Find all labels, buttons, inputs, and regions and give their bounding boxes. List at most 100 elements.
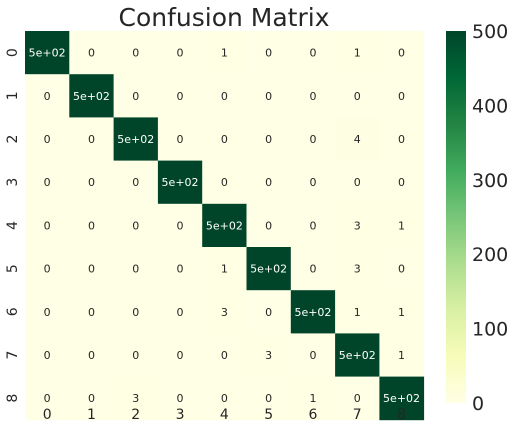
cell-label-r1-c4: 0 xyxy=(221,90,228,103)
cell-label-r1-c0: 0 xyxy=(44,90,51,103)
heatmap-cell-r4-c7 xyxy=(335,203,380,248)
heatmap-cell-r4-c6 xyxy=(290,203,336,248)
heatmap-cell-r3-c2 xyxy=(113,160,159,205)
cell-label-r4-c5: 0 xyxy=(265,219,272,232)
cell-label-r4-c0: 0 xyxy=(44,219,51,232)
cell-label-r2-c2: 5e+02 xyxy=(117,133,154,146)
cell-label-r4-c1: 0 xyxy=(88,219,95,232)
cell-label-r1-c8: 0 xyxy=(398,90,405,103)
cell-label-r8-c0: 0 xyxy=(44,392,51,405)
heatmap-cell-r8-c3 xyxy=(157,376,203,421)
cell-label-r6-c7: 1 xyxy=(354,306,361,319)
colorbar-tick-label: 400 xyxy=(472,95,508,117)
cell-label-r2-c3: 0 xyxy=(177,133,184,146)
cell-label-r5-c4: 1 xyxy=(221,263,228,276)
heatmap-cell-r8-c6 xyxy=(290,376,336,421)
cell-label-r5-c8: 0 xyxy=(398,263,405,276)
cell-label-r3-c5: 0 xyxy=(265,176,272,189)
heatmap-cell-r4-c4 xyxy=(202,203,247,248)
cell-label-r3-c8: 0 xyxy=(398,176,405,189)
cell-label-r3-c2: 0 xyxy=(132,176,139,189)
y-tick-label: 2 xyxy=(5,135,21,144)
heatmap-cell-r0-c8 xyxy=(379,31,425,75)
cell-label-r3-c3: 5e+02 xyxy=(162,176,199,189)
y-tick-label: 3 xyxy=(5,178,21,187)
cell-label-r6-c2: 0 xyxy=(132,306,139,319)
heatmap-cell-r2-c5 xyxy=(246,117,292,161)
heatmap-cell-r8-c4 xyxy=(202,376,247,421)
heatmap-cell-r7-c5 xyxy=(246,333,292,377)
heatmap-cell-r7-c1 xyxy=(69,333,114,377)
cell-label-r6-c3: 0 xyxy=(177,306,184,319)
heatmap-cell-r3-c5 xyxy=(246,160,292,205)
x-tick-label: 4 xyxy=(220,407,229,423)
heatmap-cell-r1-c4 xyxy=(202,74,247,118)
cell-label-r5-c3: 0 xyxy=(177,263,184,276)
cell-label-r5-c0: 0 xyxy=(44,263,51,276)
x-tick-label: 5 xyxy=(264,407,273,423)
cell-label-r8-c8: 5e+02 xyxy=(383,392,420,405)
heatmap-cell-r2-c7 xyxy=(335,117,380,161)
heatmap-cell-r7-c3 xyxy=(157,333,203,377)
heatmap-cell-r1-c2 xyxy=(113,74,159,118)
cell-label-r2-c4: 0 xyxy=(221,133,228,146)
heatmap-cell-r0-c1 xyxy=(69,31,114,75)
heatmap-cell-r0-c0 xyxy=(25,31,70,75)
cell-label-r4-c8: 1 xyxy=(398,219,405,232)
heatmap-cell-r8-c1 xyxy=(69,376,114,421)
x-tick-label: 6 xyxy=(308,407,317,423)
heatmap-cell-r8-c2 xyxy=(113,376,159,421)
heatmap-cell-r5-c8 xyxy=(379,247,425,291)
colorbar-tick-label: 500 xyxy=(472,21,508,43)
heatmap-cell-r0-c7 xyxy=(335,31,380,75)
cell-label-r3-c0: 0 xyxy=(44,176,51,189)
cell-label-r7-c2: 0 xyxy=(132,349,139,362)
cell-label-r1-c2: 0 xyxy=(132,90,139,103)
cell-label-r7-c1: 0 xyxy=(88,349,95,362)
cell-label-r0-c8: 0 xyxy=(398,47,405,60)
y-tick-label: 0 xyxy=(5,48,21,57)
heatmap-cell-r6-c0 xyxy=(25,290,70,334)
cell-label-r2-c1: 0 xyxy=(88,133,95,146)
chart-title: Confusion Matrix xyxy=(118,3,329,32)
cell-label-r8-c7: 0 xyxy=(354,392,361,405)
heatmap-cell-r6-c7 xyxy=(335,290,380,334)
colorbar-ticks: 0 100 200 300 400 500 xyxy=(472,21,508,415)
heatmap-cell-r6-c6 xyxy=(290,290,336,334)
heatmap-cell-r6-c3 xyxy=(157,290,203,334)
cell-label-r0-c3: 0 xyxy=(177,47,184,60)
heatmap-cell-r0-c6 xyxy=(290,31,336,75)
cell-label-r5-c6: 0 xyxy=(309,263,316,276)
cell-label-r8-c1: 0 xyxy=(88,392,95,405)
heatmap-cell-r5-c0 xyxy=(25,247,70,291)
cell-label-r7-c5: 3 xyxy=(265,349,272,362)
cell-label-r3-c6: 0 xyxy=(309,176,316,189)
cell-label-r5-c1: 0 xyxy=(88,263,95,276)
colorbar-tick-label: 300 xyxy=(472,170,508,192)
cell-label-r2-c7: 4 xyxy=(354,133,361,146)
cell-label-r6-c6: 5e+02 xyxy=(294,306,331,319)
x-axis-ticks: 0 1 2 3 4 5 6 7 8 xyxy=(43,407,406,423)
heatmap-cell-r3-c7 xyxy=(335,160,380,205)
heatmap-cell-labels: 5e+02 0 0 0 1 0 0 1 0 0 5e+02 0 0 0 0 0 0 0 0 0 5e+02 0 0 0 0 4 0 0… xyxy=(29,47,420,406)
cell-label-r0-c7: 1 xyxy=(354,47,361,60)
cell-label-r7-c3: 0 xyxy=(177,349,184,362)
cell-label-r5-c5: 5e+02 xyxy=(250,263,287,276)
x-tick-label: 3 xyxy=(176,407,185,423)
heatmap-cell-r0-c4 xyxy=(202,31,247,75)
y-axis-ticks: 0 1 2 3 4 5 6 7 8 xyxy=(5,48,21,403)
heatmap-cell-r5-c7 xyxy=(335,247,380,291)
cell-label-r4-c3: 0 xyxy=(177,219,184,232)
y-tick-label: 1 xyxy=(5,91,21,100)
cell-label-r6-c4: 3 xyxy=(221,306,228,319)
heatmap-cell-r2-c6 xyxy=(290,117,336,161)
heatmap-cell-r4-c5 xyxy=(246,203,292,248)
heatmap-cell-r1-c3 xyxy=(157,74,203,118)
heatmap-cell-r1-c0 xyxy=(25,74,70,118)
heatmap-cell-r3-c6 xyxy=(290,160,336,205)
heatmap-cell-r6-c8 xyxy=(379,290,425,334)
cell-label-r4-c7: 3 xyxy=(354,219,361,232)
cell-label-r2-c8: 0 xyxy=(398,133,405,146)
cell-label-r3-c1: 0 xyxy=(88,176,95,189)
heatmap-cell-r0-c5 xyxy=(246,31,292,75)
